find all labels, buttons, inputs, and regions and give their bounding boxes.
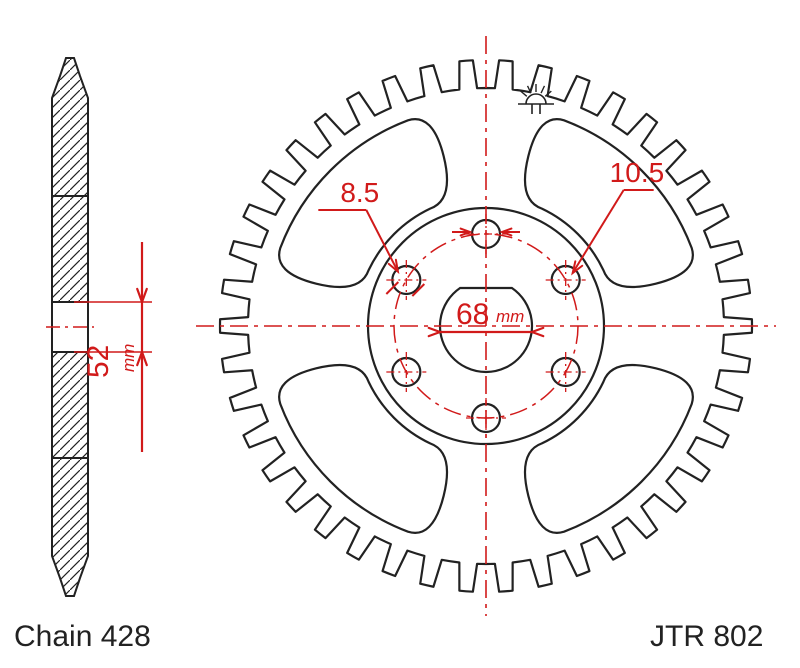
svg-text:mm: mm	[119, 344, 138, 372]
side-cross-section	[46, 58, 94, 596]
dim-68-value: 68	[456, 298, 489, 331]
dim-8-5-value: 8.5	[340, 177, 379, 208]
part-number-label: JTR 802	[650, 620, 763, 654]
dim-52-value: 52	[82, 345, 115, 378]
chain-label: Chain 428	[14, 620, 151, 654]
dim-10-5-value: 10.5	[610, 157, 665, 188]
svg-text:mm: mm	[496, 307, 524, 326]
